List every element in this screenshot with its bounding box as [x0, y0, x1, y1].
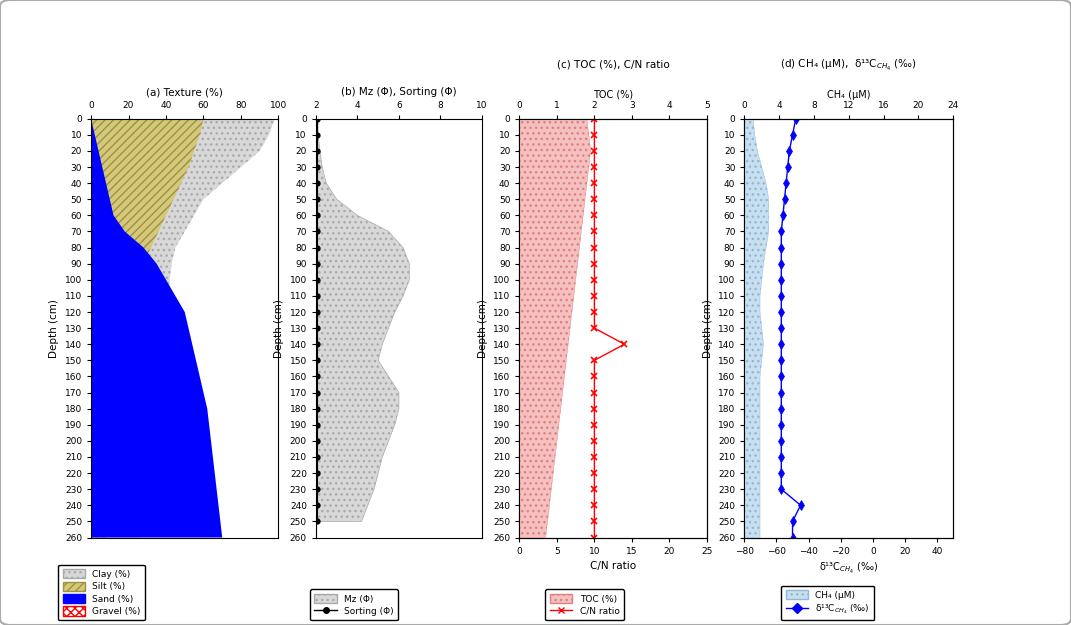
Y-axis label: Depth (cm): Depth (cm)	[49, 299, 59, 358]
Title: (d) CH₄ (μM),  δ¹³C$_{CH_4}$ (‰): (d) CH₄ (μM), δ¹³C$_{CH_4}$ (‰)	[781, 58, 917, 72]
Legend: Clay (%), Silt (%), Sand (%), Gravel (%): Clay (%), Silt (%), Sand (%), Gravel (%)	[58, 564, 146, 621]
Title: (c) TOC (%), C/N ratio: (c) TOC (%), C/N ratio	[557, 60, 669, 70]
Legend: CH₄ (μM), δ¹³C$_{CH_4}$ (‰): CH₄ (μM), δ¹³C$_{CH_4}$ (‰)	[781, 586, 874, 621]
Title: (b) Mz (Φ), Sorting (Φ): (b) Mz (Φ), Sorting (Φ)	[342, 87, 456, 97]
Y-axis label: Depth (cm): Depth (cm)	[274, 299, 284, 358]
Y-axis label: Depth (cm): Depth (cm)	[703, 299, 712, 358]
X-axis label: CH₄ (μM): CH₄ (μM)	[827, 90, 871, 100]
Y-axis label: Depth (cm): Depth (cm)	[478, 299, 487, 358]
Legend: TOC (%), C/N ratio: TOC (%), C/N ratio	[545, 589, 624, 621]
X-axis label: C/N ratio: C/N ratio	[590, 561, 636, 571]
Title: (a) Texture (%): (a) Texture (%)	[147, 87, 223, 97]
X-axis label: δ¹³C$_{CH_4}$ (‰): δ¹³C$_{CH_4}$ (‰)	[819, 561, 878, 576]
X-axis label: TOC (%): TOC (%)	[593, 90, 633, 100]
Legend: Mz (Φ), Sorting (Φ): Mz (Φ), Sorting (Φ)	[310, 589, 398, 621]
